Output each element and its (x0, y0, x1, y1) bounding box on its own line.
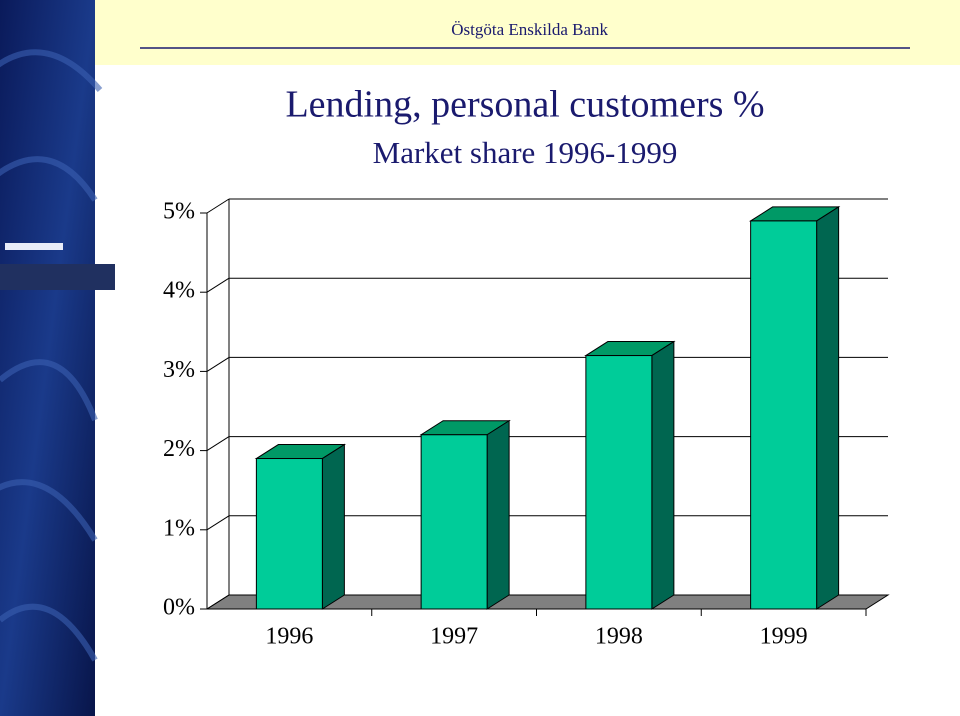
bar-side (486, 419, 510, 610)
bar-side (816, 206, 840, 610)
y-tick-label: 0% (163, 595, 195, 621)
chart-title: Lending, personal customers % (285, 84, 764, 126)
header-text: Östgöta Enskilda Bank (451, 20, 608, 39)
chart-subtitle: Market share 1996-1999 (373, 135, 678, 170)
side-strip (0, 264, 115, 290)
y-tick-label: 3% (163, 357, 195, 383)
bar (420, 434, 488, 610)
grid-line (206, 277, 230, 293)
bar (750, 220, 818, 610)
grid-line (206, 356, 230, 372)
side-pattern (0, 49, 103, 662)
grid-line (206, 594, 230, 610)
x-tick-label: 1998 (595, 624, 643, 650)
header-band (95, 0, 960, 65)
bar-side (321, 443, 345, 610)
bar-side (651, 340, 675, 610)
bar (585, 355, 653, 610)
x-tick-label: 1996 (265, 624, 313, 650)
grid-line (206, 436, 230, 452)
y-tick-label: 4% (163, 278, 195, 304)
grid-line (206, 515, 230, 531)
side-decoration (0, 0, 95, 716)
side-bar (5, 243, 63, 250)
x-tick-label: 1997 (430, 624, 478, 650)
bar (255, 458, 323, 610)
grid-line (206, 198, 230, 214)
y-tick-label: 5% (163, 199, 195, 225)
x-tick-label: 1999 (760, 624, 808, 650)
y-tick-label: 1% (163, 515, 195, 541)
y-tick-label: 2% (163, 436, 195, 462)
